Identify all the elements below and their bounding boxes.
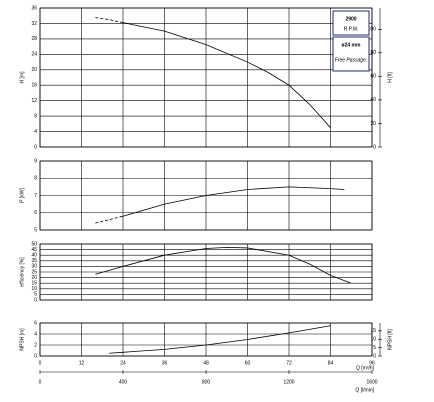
annotation: 2900 [345,16,356,22]
y-tick-label: 40 [31,253,37,259]
y2-tick-label: 80 [370,50,376,56]
y-tick-label: 16 [31,83,37,89]
y-tick-label: 4 [34,129,37,135]
y-tick-label: 36 [31,5,37,11]
passage-box [332,36,370,72]
y-tick-label: 9 [34,158,37,164]
y-tick-label: 30 [31,264,37,270]
y-tick-label: 15 [31,281,37,287]
x-axis-label: Q [m³/h] [356,365,375,371]
annotation: R.P.M. [344,26,359,32]
x2-tick-label: 0 [39,379,42,385]
y2-tick-label: 0 [373,144,376,150]
y2-tick-label: 40 [370,97,376,103]
y-tick-label: 24 [31,52,37,58]
y2-tick-label: 5 [373,345,376,351]
y-axis-label: NPSH [m] [19,328,25,351]
y2-tick-label: 10 [370,337,376,343]
curve [122,22,331,128]
y-tick-label: 28 [31,36,37,42]
y-axis-label: H [m] [19,71,25,84]
y2-tick-label: 15 [370,328,376,334]
y-tick-label: 6 [34,320,37,326]
y-tick-label: 7 [34,193,37,199]
y-tick-label: 25 [31,269,37,275]
annotation: ø24 mm [342,42,361,48]
curve [122,186,345,217]
y-tick-label: 0 [34,144,37,150]
x2-tick-label: 1200 [283,379,294,385]
y-tick-label: 0 [34,297,37,303]
y-tick-label: 20 [31,67,37,73]
y-tick-label: 20 [31,275,37,281]
y2-axis-label: H [ft] [387,72,393,83]
x-tick-label: 96 [369,360,375,366]
y-axis-label: efficiency [%] [19,257,25,287]
y-tick-label: 5 [34,227,37,233]
x-tick-label: 0 [39,360,42,366]
y-tick-label: 5 [34,292,37,298]
y-tick-label: 35 [31,258,37,264]
annotation: Free Passage. [335,57,368,63]
y2-tick-label: 100 [368,27,377,33]
x-tick-label: 60 [245,360,251,366]
y2-axis-label: NPSH [ft] [387,328,393,349]
y-tick-label: 8 [34,113,37,119]
curve [95,17,124,24]
y2-tick-label: 0 [373,353,376,359]
x2-tick-label: 400 [119,379,128,385]
y-tick-label: 32 [31,21,37,27]
y-tick-label: 50 [31,241,37,247]
y-tick-label: 6 [34,210,37,216]
x-tick-label: 12 [79,360,85,366]
y2-tick-label: 20 [370,121,376,127]
y2-tick-label: 60 [370,74,376,80]
y-tick-label: 4 [34,331,37,337]
x2-tick-label: 800 [202,379,211,385]
speed-box [332,10,370,36]
x-tick-label: 72 [286,360,292,366]
y-tick-label: 10 [31,286,37,292]
x2-tick-label: 1600 [366,379,377,385]
y-tick-label: 12 [31,98,37,104]
x-tick-label: 24 [120,360,126,366]
y-tick-label: 8 [34,176,37,182]
plot-frame [39,243,373,301]
y-tick-label: 0 [34,353,37,359]
x-tick-label: 36 [162,360,168,366]
curve [95,246,352,284]
y-tick-label: 2 [34,342,37,348]
x2-axis-label: Q [l/min] [355,387,374,393]
curve [109,325,331,354]
curve [95,215,124,224]
x-tick-label: 48 [203,360,209,366]
y-tick-label: 45 [31,247,37,253]
y-axis-label: P [kW] [19,188,25,203]
plot-frame [39,160,373,231]
plot-frame [39,7,373,148]
plot-frame [39,322,373,357]
x-tick-label: 84 [328,360,334,366]
